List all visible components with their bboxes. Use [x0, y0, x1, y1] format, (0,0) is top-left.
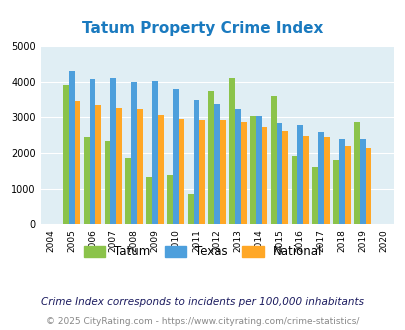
Bar — [95, 105, 101, 224]
Bar — [158, 115, 163, 224]
Bar — [353, 122, 359, 224]
Bar — [104, 141, 110, 224]
Bar — [359, 139, 364, 224]
Bar — [234, 109, 240, 224]
Bar — [249, 116, 255, 224]
Bar — [178, 119, 184, 224]
Bar — [303, 136, 308, 224]
Bar — [75, 101, 80, 224]
Text: © 2025 CityRating.com - https://www.cityrating.com/crime-statistics/: © 2025 CityRating.com - https://www.city… — [46, 317, 359, 326]
Bar — [344, 146, 350, 224]
Bar — [136, 109, 143, 224]
Bar — [83, 137, 90, 224]
Bar — [318, 132, 323, 224]
Bar — [90, 79, 95, 224]
Text: Crime Index corresponds to incidents per 100,000 inhabitants: Crime Index corresponds to incidents per… — [41, 297, 364, 307]
Bar — [220, 120, 225, 224]
Bar — [69, 71, 75, 224]
Bar — [151, 81, 158, 224]
Bar — [276, 123, 282, 224]
Bar — [172, 89, 178, 224]
Bar — [166, 175, 172, 224]
Bar — [270, 96, 276, 224]
Text: Tatum Property Crime Index: Tatum Property Crime Index — [82, 21, 323, 36]
Bar — [311, 167, 318, 224]
Bar — [255, 116, 261, 224]
Bar — [282, 131, 288, 224]
Bar — [323, 137, 329, 224]
Bar — [333, 160, 338, 224]
Bar — [229, 78, 234, 224]
Bar — [187, 194, 193, 224]
Bar — [364, 148, 371, 224]
Bar — [338, 139, 344, 224]
Bar — [291, 156, 297, 224]
Bar — [131, 82, 136, 224]
Bar — [199, 119, 205, 224]
Bar — [146, 177, 151, 224]
Bar — [110, 78, 116, 224]
Bar — [297, 125, 303, 224]
Bar — [240, 122, 246, 224]
Bar — [193, 100, 199, 224]
Bar — [261, 127, 267, 224]
Bar — [116, 108, 122, 224]
Legend: Tatum, Texas, National: Tatum, Texas, National — [79, 241, 326, 263]
Bar — [208, 91, 214, 224]
Bar — [125, 158, 131, 224]
Bar — [63, 85, 69, 224]
Bar — [214, 104, 220, 224]
